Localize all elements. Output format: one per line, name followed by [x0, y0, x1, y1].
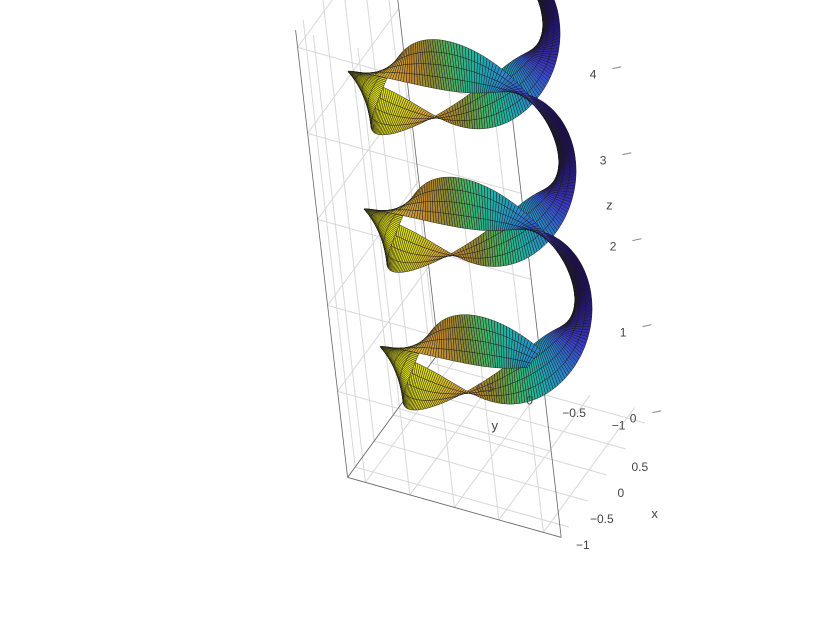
y-tick-label: 0.5 — [477, 381, 494, 395]
z-tick-label: 3 — [600, 154, 607, 168]
surface-patch — [564, 130, 569, 144]
z-tick-label: 1 — [620, 326, 627, 340]
z-tick-mark — [612, 66, 622, 70]
box-edge — [295, 30, 348, 478]
side-wall-gridline — [490, 85, 544, 533]
surface-patch — [487, 219, 491, 231]
side-wall-gridline — [401, 60, 455, 508]
side-wall-gridline — [446, 72, 500, 520]
surface-patch — [425, 201, 429, 212]
z-tick-label: 4 — [590, 68, 597, 82]
surface-patch — [543, 0, 546, 9]
surface-patch — [566, 188, 575, 193]
back-wall-gridline — [344, 0, 394, 416]
surface-patch — [411, 73, 415, 85]
z-tick-mark — [622, 152, 632, 156]
z-tick-mark — [642, 324, 652, 328]
surface-patch — [471, 71, 475, 83]
surface-patch — [542, 50, 552, 55]
surface-patch — [580, 267, 585, 282]
box-edge — [397, 0, 440, 353]
y-axis-title: y — [491, 418, 498, 433]
box-edge — [347, 477, 562, 538]
axis-labels-layer: x y z 012345−1−0.500.5−1−0.500.5 — [477, 68, 659, 552]
surface-patch — [440, 348, 445, 359]
back-wall-gridline — [307, 8, 400, 134]
surface-patch — [484, 185, 488, 199]
back-wall-gridline — [302, 19, 356, 468]
surface-patch — [409, 63, 413, 75]
surface-patch — [484, 196, 489, 210]
surface-patch — [500, 323, 504, 336]
z-tick-label: 2 — [610, 240, 617, 254]
side-wall-gridline — [312, 35, 366, 483]
surface-patch — [468, 48, 472, 61]
surface-patch — [500, 345, 505, 358]
surface-patch — [487, 187, 491, 200]
surface-patch — [503, 357, 507, 369]
back-wall-gridline — [388, 0, 432, 364]
x-tick-label: −1 — [576, 538, 590, 552]
surface-patch — [468, 59, 473, 72]
back-wall-gridline — [322, 0, 375, 442]
surface-patch — [548, 0, 552, 7]
surface-patch — [471, 60, 475, 73]
x-axis-title: x — [651, 506, 658, 521]
side-wall-gridline — [307, 132, 522, 194]
surface-patch — [574, 326, 584, 330]
surface-patch — [487, 197, 491, 210]
surface-patch — [484, 207, 489, 220]
z-tick-label: 0 — [630, 412, 637, 426]
surface-patch — [425, 191, 429, 202]
y-tick-label: −1 — [612, 419, 626, 433]
surface-patch — [468, 70, 473, 83]
x-tick-label: 0.5 — [631, 460, 648, 474]
surface-patch — [582, 326, 591, 331]
surface-patch — [550, 129, 556, 143]
back-wall-gridline — [337, 266, 430, 392]
surface-patch — [471, 81, 475, 94]
surface-patch — [443, 348, 447, 360]
surface-patch — [427, 211, 431, 223]
x-tick-label: −0.5 — [590, 512, 614, 526]
y-tick-label: −0.5 — [562, 406, 586, 420]
surface-patch — [409, 53, 413, 65]
surface-patch — [500, 334, 505, 347]
surface-patch — [539, 0, 542, 8]
surface-patch — [503, 346, 507, 359]
surface-patch — [441, 329, 445, 340]
y-tick-label: 0 — [526, 394, 533, 408]
z-tick-mark — [652, 410, 662, 414]
surface-patch — [424, 210, 429, 222]
z-axis-title: z — [606, 198, 613, 213]
surface-patch — [408, 73, 413, 84]
surface-patch — [534, 346, 541, 355]
side-wall-gridline — [357, 47, 411, 495]
surface-patch — [550, 50, 559, 55]
z-tick-mark — [632, 238, 642, 242]
back-wall-gridline — [327, 180, 420, 306]
back-wall-gridline — [366, 0, 413, 390]
box-edge — [508, 90, 562, 538]
x-tick-label: 0 — [617, 486, 624, 500]
helix-ribbon-surface — [347, 0, 593, 411]
surface-patch — [566, 267, 572, 281]
surface-patch — [503, 335, 507, 348]
floor-gridline — [453, 382, 547, 508]
surface-patch — [441, 338, 445, 350]
surface-patch — [558, 188, 568, 192]
surface-patch — [537, 0, 540, 6]
side-wall-gridline — [337, 390, 552, 452]
surface-patch — [471, 49, 475, 62]
back-wall-gridline — [297, 0, 333, 48]
surface-patch — [487, 208, 491, 221]
surface-patch — [503, 324, 507, 338]
